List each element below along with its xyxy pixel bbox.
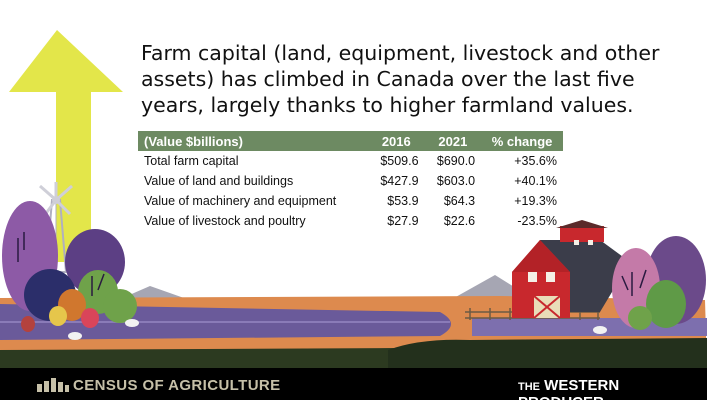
- publisher-the: THE: [518, 381, 540, 393]
- bar-chart-logo-icon: [37, 378, 69, 392]
- cow-1: [68, 332, 82, 340]
- publisher-logo: THE WESTERN PRODUCER: [518, 377, 707, 400]
- tree-left-yellow: [49, 306, 67, 326]
- row-2016: $509.6: [380, 154, 419, 168]
- row-2016: $27.9: [387, 214, 419, 228]
- census-of-agriculture-label: CENSUS OF AGRICULTURE: [73, 377, 281, 394]
- tree-left-red: [81, 308, 99, 328]
- cow-2: [125, 319, 139, 327]
- table-header-2016: 2016: [368, 131, 425, 151]
- row-2016: $427.9: [380, 174, 419, 188]
- green-field-left: [0, 348, 395, 368]
- row-label: Total farm capital: [144, 154, 239, 168]
- row-2021: $603.0: [436, 174, 476, 188]
- tree-right-branches: [621, 269, 647, 296]
- table-row: Value of livestock and poultry $27.9 $22…: [138, 211, 563, 231]
- cow-3: [593, 326, 607, 334]
- row-change: +19.3%: [514, 194, 557, 208]
- table-header-change: % change: [481, 131, 563, 151]
- table-row: Value of machinery and equipment $53.9 $…: [138, 191, 563, 211]
- farm-capital-table: (Value $billions) 2016 2021 % change Tot…: [138, 131, 563, 231]
- row-2021: $64.3: [443, 194, 476, 208]
- row-label: Value of livestock and poultry: [144, 214, 306, 228]
- row-2021: $22.6: [443, 214, 476, 228]
- headline: Farm capital (land, equipment, livestock…: [141, 41, 660, 117]
- barn-icon: [512, 220, 630, 319]
- tree-right-green-small: [628, 306, 652, 330]
- table-header-label: (Value $billions): [138, 131, 368, 151]
- up-arrow-icon: [9, 30, 123, 262]
- row-2016: $53.9: [387, 194, 419, 208]
- green-field-right: [388, 338, 707, 368]
- table-row: Total farm capital $509.6 $690.0 +35.6%: [138, 151, 563, 171]
- farm-illustration: [0, 30, 707, 368]
- table-row: Value of land and buildings $427.9 $603.…: [138, 171, 563, 191]
- row-change: -23.5%: [517, 214, 557, 228]
- table-header-2021: 2021: [424, 131, 482, 151]
- main-panel: Farm capital (land, equipment, livestock…: [0, 0, 707, 368]
- row-change: +40.1%: [514, 174, 557, 188]
- row-label: Value of machinery and equipment: [144, 194, 337, 208]
- row-change: +35.6%: [514, 154, 557, 168]
- footer-bar: CENSUS OF AGRICULTURE THE WESTERN PRODUC…: [0, 368, 707, 400]
- row-label: Value of land and buildings: [144, 174, 294, 188]
- tree-left-small-red: [21, 316, 35, 332]
- publisher-name: WESTERN PRODUCER: [518, 377, 620, 400]
- row-2021: $690.0: [436, 154, 476, 168]
- table-header-row: (Value $billions) 2016 2021 % change: [138, 131, 563, 151]
- tree-branches: [17, 232, 105, 296]
- tree-right-green: [646, 280, 686, 328]
- tree-left-green2: [103, 289, 137, 323]
